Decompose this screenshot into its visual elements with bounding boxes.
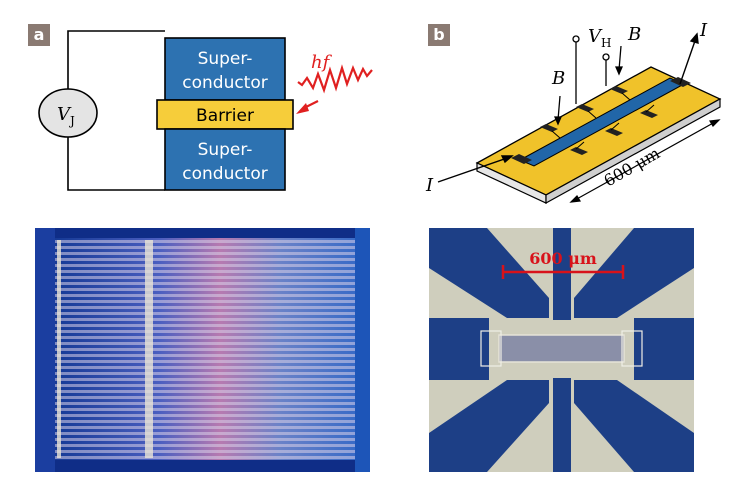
contact-pads-top [540,86,628,132]
current-arrow-in [437,155,514,183]
contact-pads-bottom [570,110,658,155]
superconductor-bottom [164,128,286,191]
scale-bar [501,265,625,279]
superconductor-top-label-1: Super- [198,49,253,69]
current-arrow-out [679,32,699,85]
dimension-line [569,119,721,203]
scale-label: 600 μm [529,249,597,268]
panel-b-tag: b [428,24,450,46]
hall-voltage-label: VH [588,26,611,50]
josephson-junction-diagram: VJ Super- conductor Barrier Super- condu… [38,30,373,191]
magnetic-field-arrow-left [554,95,562,126]
superconductor-top-label-2: conductor [182,73,268,93]
magnetic-field-arrow-right [615,45,623,76]
hall-bar-channel [498,334,625,363]
voltage-label: VJ [57,104,75,128]
photon-wave [297,64,373,94]
current-label-out: I [699,20,708,41]
hall-voltage-probes [572,35,610,104]
superconductor-bottom-label-2: conductor [182,164,268,184]
photon-label: hf [311,52,333,73]
field-label-right: B [627,24,641,45]
contact-pad [511,154,532,164]
current-label-in: I [425,175,434,196]
panel-a-tag: a [28,24,50,46]
voltmeter [38,88,98,138]
josephson-array-photo [35,228,370,472]
hall-bar-diagram: VH B B I I 600 μm [425,20,722,205]
photon-arrow [296,103,309,114]
field-label-left: B [551,68,565,89]
superconductor-top [164,37,286,101]
hall-bar-photo: 600 μm [429,228,694,472]
barrier-label: Barrier [196,106,254,126]
superconductor-bottom-label-1: Super- [198,140,253,160]
